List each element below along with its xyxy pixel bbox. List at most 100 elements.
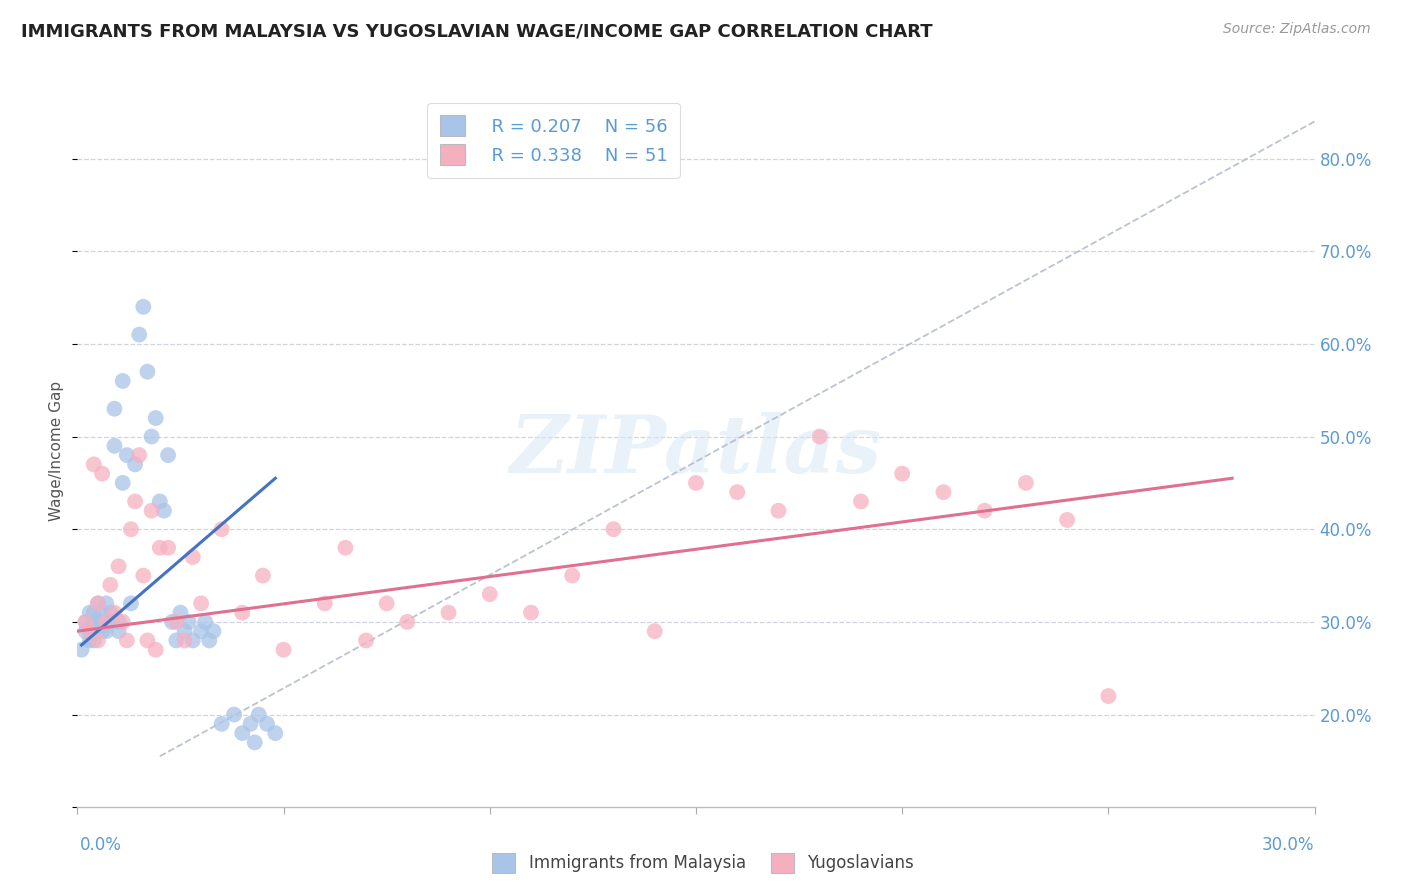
Point: [87, 633, 110, 648]
Point: [128, 327, 150, 342]
Point: [396, 615, 419, 629]
Point: [96, 596, 118, 610]
Point: [335, 541, 357, 555]
Point: [725, 485, 748, 500]
Point: [478, 587, 501, 601]
Point: [198, 633, 221, 648]
Point: [87, 624, 110, 639]
Point: [136, 633, 159, 648]
Point: [190, 596, 212, 610]
Point: [177, 615, 200, 629]
Point: [211, 522, 233, 536]
Point: [375, 596, 398, 610]
Point: [83, 458, 105, 472]
Point: [141, 504, 163, 518]
Point: [644, 624, 666, 639]
Point: [79, 606, 101, 620]
Point: [145, 411, 167, 425]
Point: [128, 448, 150, 462]
Point: [98, 578, 121, 592]
Point: [141, 429, 163, 443]
Point: [932, 485, 955, 500]
Point: [202, 624, 225, 639]
Point: [252, 568, 274, 582]
Point: [149, 494, 172, 508]
Text: 0.0%: 0.0%: [80, 836, 122, 854]
Point: [149, 541, 172, 555]
Point: [181, 549, 204, 564]
Point: [96, 615, 118, 629]
Point: [79, 624, 101, 639]
Point: [75, 624, 97, 639]
Point: [75, 615, 97, 629]
Point: [437, 606, 460, 620]
Point: [165, 633, 187, 648]
Point: [120, 522, 142, 536]
Point: [79, 633, 101, 648]
Point: [96, 624, 118, 639]
Point: [91, 606, 114, 620]
Point: [124, 494, 146, 508]
Point: [87, 615, 110, 629]
Point: [132, 568, 155, 582]
Point: [103, 401, 125, 416]
Point: [70, 642, 93, 657]
Point: [98, 606, 121, 620]
Point: [79, 624, 101, 639]
Point: [181, 633, 204, 648]
Point: [91, 624, 114, 639]
Point: [87, 596, 110, 610]
Point: [243, 735, 266, 749]
Y-axis label: Wage/Income Gap: Wage/Income Gap: [49, 380, 65, 521]
Point: [239, 716, 262, 731]
Point: [136, 365, 159, 379]
Point: [96, 615, 118, 629]
Point: [111, 374, 134, 388]
Point: [190, 624, 212, 639]
Point: [91, 615, 114, 629]
Point: [1015, 475, 1038, 490]
Point: [160, 615, 183, 629]
Point: [194, 615, 217, 629]
Point: [153, 504, 176, 518]
Text: Source: ZipAtlas.com: Source: ZipAtlas.com: [1223, 22, 1371, 37]
Point: [561, 568, 583, 582]
Point: [107, 624, 129, 639]
Point: [83, 615, 105, 629]
Point: [83, 633, 105, 648]
Text: IMMIGRANTS FROM MALAYSIA VS YUGOSLAVIAN WAGE/INCOME GAP CORRELATION CHART: IMMIGRANTS FROM MALAYSIA VS YUGOSLAVIAN …: [21, 22, 932, 40]
Point: [211, 716, 233, 731]
Point: [103, 606, 125, 620]
Point: [685, 475, 707, 490]
Point: [115, 448, 138, 462]
Point: [222, 707, 245, 722]
Point: [83, 624, 105, 639]
Point: [768, 504, 790, 518]
Point: [132, 300, 155, 314]
Point: [520, 606, 543, 620]
Point: [111, 615, 134, 629]
Point: [173, 624, 195, 639]
Point: [107, 615, 129, 629]
Point: [157, 448, 180, 462]
Point: [107, 559, 129, 574]
Legend: Immigrants from Malaysia, Yugoslavians: Immigrants from Malaysia, Yugoslavians: [485, 847, 921, 880]
Point: [231, 726, 253, 740]
Text: 30.0%: 30.0%: [1263, 836, 1315, 854]
Point: [231, 606, 253, 620]
Point: [173, 633, 195, 648]
Point: [75, 615, 97, 629]
Point: [145, 642, 167, 657]
Text: ZIPatlas: ZIPatlas: [510, 412, 882, 489]
Point: [247, 707, 270, 722]
Point: [1097, 689, 1119, 703]
Point: [91, 467, 114, 481]
Point: [264, 726, 287, 740]
Point: [1056, 513, 1078, 527]
Point: [120, 596, 142, 610]
Point: [314, 596, 336, 610]
Legend:   R = 0.207    N = 56,   R = 0.338    N = 51: R = 0.207 N = 56, R = 0.338 N = 51: [427, 103, 681, 178]
Point: [891, 467, 914, 481]
Point: [124, 458, 146, 472]
Point: [973, 504, 995, 518]
